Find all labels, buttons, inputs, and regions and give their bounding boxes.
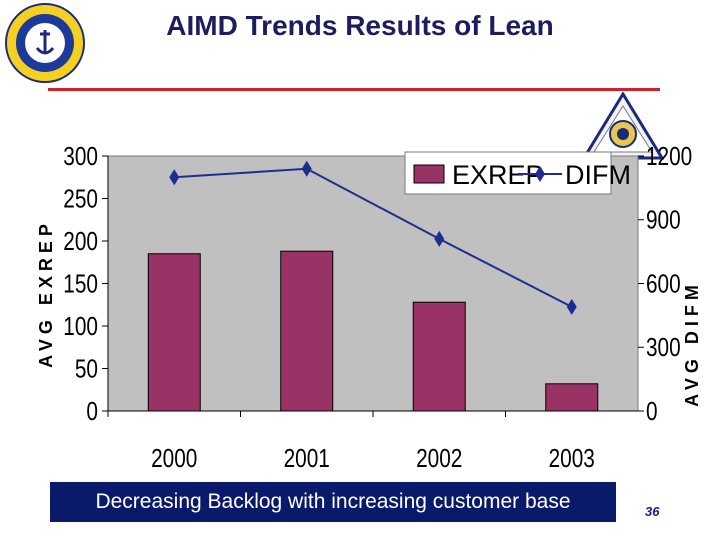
legend-marker-difm: [535, 166, 545, 182]
point-difm-2001: [301, 160, 312, 177]
bar-exrep-2002: [412, 301, 466, 412]
y-left-tick-label: 100: [63, 312, 98, 341]
x-tick-label: 2003: [549, 444, 595, 473]
y-left-tick-label: 300: [63, 142, 98, 171]
legend-box: [404, 151, 612, 195]
slide-title: AIMD Trends Results of Lean: [166, 10, 554, 41]
x-tick-label: 2000: [151, 444, 197, 473]
y-right-tick-label: 300: [646, 333, 681, 362]
y-left-tick-label: 0: [86, 397, 98, 426]
point-difm-2000: [169, 169, 180, 186]
y-left-tick-label: 200: [63, 227, 98, 256]
bar-exrep-2003: [545, 383, 599, 412]
page-number: 36: [645, 504, 660, 519]
legend-label-difm: DIFM: [565, 160, 631, 190]
triangle-seal-logo: [582, 92, 664, 160]
caption-banner: Decreasing Backlog with increasing custo…: [50, 482, 616, 522]
point-difm-2003: [566, 298, 577, 315]
y-left-axis-title: AVG EXREP: [36, 219, 56, 368]
legend: EXREP DIFM: [404, 151, 631, 195]
y-left-tick-label: 250: [63, 184, 98, 213]
axis-titles: AVG EXREP AVG DIFM: [36, 219, 702, 407]
x-tick-label: 2002: [416, 444, 462, 473]
line-series: [169, 160, 577, 315]
y-right-tick-label: 1200: [646, 142, 692, 171]
y-left-tick-label: 150: [63, 269, 98, 298]
seal-logo-left: [5, 3, 85, 83]
x-axis-labels: 2000 2001 2002 2003: [107, 410, 638, 473]
y-axis-right: 0 300 600 900 1200: [638, 142, 692, 426]
y-right-tick-label: 900: [646, 206, 681, 235]
title-divider: [48, 88, 660, 91]
point-difm-2002: [434, 230, 445, 247]
bar-series: [147, 250, 599, 412]
y-right-axis-title: AVG DIFM: [682, 280, 702, 407]
y-axis-left: 0 50 100 150 200 250 300: [63, 142, 109, 426]
y-right-tick-label: 0: [646, 397, 658, 426]
legend-swatch-exrep: [413, 164, 445, 184]
bar-exrep-2000: [147, 253, 201, 412]
x-tick-label: 2001: [284, 444, 330, 473]
y-left-tick-label: 50: [75, 354, 98, 383]
bar-exrep-2001: [280, 250, 334, 412]
y-right-tick-label: 600: [646, 269, 681, 298]
line-difm: [174, 167, 573, 308]
